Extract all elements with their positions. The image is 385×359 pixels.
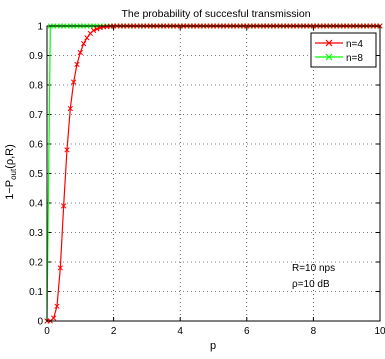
annotation-rate: R=10 nps	[292, 263, 335, 274]
y-tick-label: 0.9	[29, 51, 43, 62]
legend: n=4 n=8	[310, 32, 377, 68]
data-point-n4	[57, 265, 63, 271]
x-tick-label: 8	[311, 326, 317, 337]
data-point-n4	[80, 41, 87, 47]
data-point-n4	[60, 203, 67, 209]
legend-label-n8: n=8	[346, 53, 363, 64]
y-tick-label: 0	[37, 317, 43, 328]
series-line-n4	[47, 25, 380, 322]
annotation-snr: ρ=10 dB	[292, 279, 330, 290]
y-tick-label: 0.5	[29, 169, 43, 180]
x-tick-label: 10	[374, 326, 385, 337]
y-tick-label: 0.1	[29, 287, 43, 298]
data-point-n4	[90, 27, 97, 34]
y-axis-label-main: 1−P	[4, 180, 16, 200]
x-tick-label: 6	[244, 326, 250, 337]
legend-label-n4: n=4	[346, 39, 363, 50]
data-point-n4	[67, 105, 73, 112]
data-point-n4	[54, 303, 60, 309]
y-tick-label: 0.6	[29, 140, 43, 151]
y-axis-label: 1−Pout(ρ,R)	[4, 144, 18, 200]
data-point-n4	[94, 26, 100, 32]
x-tick-label: 2	[111, 326, 117, 337]
data-point-n4	[77, 49, 83, 56]
y-axis-label-tail: (ρ,R)	[4, 144, 16, 169]
data-point-n4	[84, 35, 90, 41]
y-tick-label: 0.8	[29, 81, 43, 92]
y-tick-label: 1	[37, 22, 43, 33]
chart-title: The probability of succesful transmissio…	[121, 8, 310, 20]
x-axis-label: p	[210, 340, 216, 352]
series-line-n8	[46, 25, 380, 322]
data-point-n4	[70, 79, 77, 85]
legend-box	[310, 32, 377, 68]
x-tick-label: 4	[177, 326, 183, 337]
data-point-n4	[74, 61, 80, 68]
plot-frame	[46, 25, 381, 322]
data-point-n4	[51, 315, 57, 321]
y-tick-label: 0.3	[29, 228, 43, 239]
x-tick-label: 0	[44, 326, 50, 337]
y-axis-label-subscript: out	[9, 168, 18, 180]
legend-marker-n4	[325, 39, 333, 47]
legend-marker-n8	[325, 53, 333, 61]
legend-entry-n8: n=8	[315, 53, 363, 64]
legend-entry-n4: n=4	[315, 39, 363, 50]
y-tick-label: 0.4	[29, 199, 43, 210]
data-point-n4	[64, 147, 70, 153]
axis-ticks: 0 2 4 6 8 10 0 0.1 0.2 0.3 0.4 0.5 0.6 0.7 0.8 0.9 1	[29, 22, 385, 338]
grid	[47, 26, 380, 321]
y-tick-label: 0.2	[29, 258, 43, 269]
y-tick-label: 0.7	[29, 110, 43, 121]
